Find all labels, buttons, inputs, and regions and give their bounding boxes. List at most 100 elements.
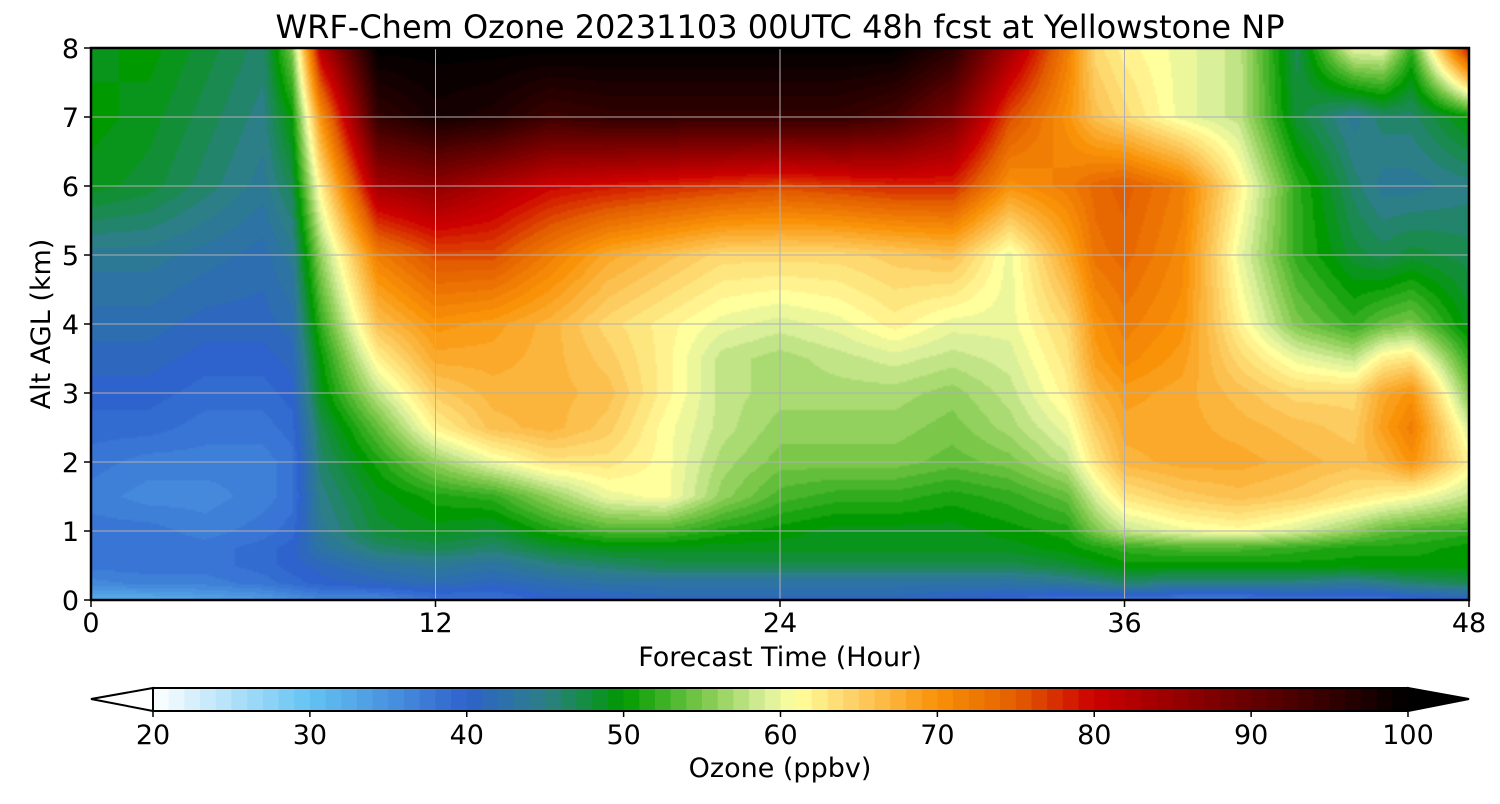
y-axis: 0 1 2 3 4 5 6 7 8 [62, 34, 91, 617]
colorbar-tick-label: 70 [920, 720, 954, 751]
colorbar-extend-max [1407, 686, 1470, 713]
colorbar-band [1204, 688, 1221, 711]
colorbar-band [1172, 688, 1189, 711]
colorbar-band [937, 688, 954, 711]
colorbar-band [309, 688, 327, 711]
grid-lines [91, 48, 1469, 600]
colorbar-band [984, 688, 1001, 711]
colorbar-band [560, 688, 578, 711]
colorbar-band [1125, 688, 1142, 711]
colorbar-tick-label: 50 [606, 720, 640, 751]
colorbar-band [811, 688, 829, 711]
colorbar-band [153, 688, 170, 711]
colorbar-band [1078, 688, 1095, 711]
colorbar-band [356, 688, 374, 711]
colorbar-band [466, 688, 484, 711]
colorbar-ticks: 20 30 40 50 60 70 80 90 100 [136, 711, 1434, 751]
chart-title: WRF-Chem Ozone 20231103 00UTC 48h fcst a… [276, 8, 1285, 46]
colorbar-band [1298, 688, 1315, 711]
colorbar-band [1000, 688, 1017, 711]
colorbar-band [1235, 688, 1252, 711]
colorbar-tick-label: 20 [136, 720, 170, 751]
colorbar-bands [153, 688, 1409, 711]
colorbar-band [1376, 688, 1393, 711]
y-tick-label: 7 [62, 103, 79, 134]
colorbar-band [702, 688, 719, 711]
colorbar-band [1157, 688, 1174, 711]
colorbar-band [1392, 688, 1409, 711]
colorbar-band [262, 688, 280, 711]
colorbar-band [764, 688, 782, 711]
colorbar-band [576, 688, 593, 711]
colorbar-extend-min [90, 686, 154, 713]
y-tick-label: 5 [62, 241, 79, 272]
colorbar-band [215, 688, 233, 711]
colorbar-band [200, 688, 217, 711]
colorbar-band [1094, 688, 1111, 711]
colorbar-band [294, 688, 311, 711]
colorbar-band [874, 688, 891, 711]
colorbar-band [1345, 688, 1362, 711]
plot-area [89, 46, 1471, 602]
colorbar-band [1313, 688, 1331, 711]
colorbar-band [404, 688, 421, 711]
colorbar-band [827, 688, 844, 711]
x-tick-label: 48 [1452, 608, 1486, 639]
colorbar-band [749, 688, 766, 711]
colorbar-band [388, 688, 405, 711]
colorbar-band [278, 688, 295, 711]
y-tick-label: 4 [62, 310, 79, 341]
colorbar-band [780, 688, 797, 711]
x-axis: 0 12 24 36 48 [82, 600, 1486, 639]
y-tick-label: 0 [62, 586, 79, 617]
colorbar-band [670, 688, 687, 711]
colorbar-band [1251, 688, 1268, 711]
y-tick-label: 6 [62, 172, 79, 203]
colorbar-band [796, 688, 813, 711]
x-tick-label: 36 [1107, 608, 1141, 639]
colorbar-band [639, 688, 656, 711]
colorbar-band [341, 688, 358, 711]
colorbar-band [1329, 688, 1346, 711]
x-tick-label: 12 [418, 608, 452, 639]
colorbar-band [498, 688, 515, 711]
colorbar-band [1219, 688, 1237, 711]
y-tick-label: 8 [62, 34, 79, 65]
colorbar-band [513, 688, 531, 711]
y-tick-label: 1 [62, 517, 79, 548]
colorbar-band [482, 688, 499, 711]
colorbar-band [1282, 688, 1299, 711]
colorbar-band [968, 688, 986, 711]
colorbar-band [231, 688, 248, 711]
colorbar-band [451, 688, 468, 711]
colorbar-band [1109, 688, 1127, 711]
colorbar-band [325, 688, 342, 711]
colorbar-band [1031, 688, 1048, 711]
colorbar-band [686, 688, 703, 711]
colorbar-band [184, 688, 201, 711]
y-tick-label: 3 [62, 379, 79, 410]
colorbar-band [607, 688, 625, 711]
colorbar-band [921, 688, 938, 711]
colorbar-band [419, 688, 436, 711]
colorbar-band [1188, 688, 1205, 711]
colorbar-band [843, 688, 860, 711]
colorbar-band [592, 688, 609, 711]
colorbar-band [1047, 688, 1064, 711]
colorbar-band [858, 688, 876, 711]
colorbar-band [717, 688, 735, 711]
colorbar-band [545, 688, 562, 711]
colorbar-band [1360, 688, 1378, 711]
colorbar-band [247, 688, 264, 711]
colorbar-band [953, 688, 970, 711]
colorbar: 20 30 40 50 60 70 80 90 100 Ozone (ppbv) [90, 686, 1470, 784]
colorbar-band [890, 688, 907, 711]
x-tick-label: 0 [82, 608, 99, 639]
colorbar-tick-label: 100 [1382, 720, 1434, 751]
colorbar-band [906, 688, 923, 711]
colorbar-label: Ozone (ppbv) [689, 753, 872, 784]
y-axis-label: Alt AGL (km) [26, 239, 57, 410]
colorbar-tick-label: 60 [763, 720, 797, 751]
colorbar-tick-label: 90 [1234, 720, 1268, 751]
